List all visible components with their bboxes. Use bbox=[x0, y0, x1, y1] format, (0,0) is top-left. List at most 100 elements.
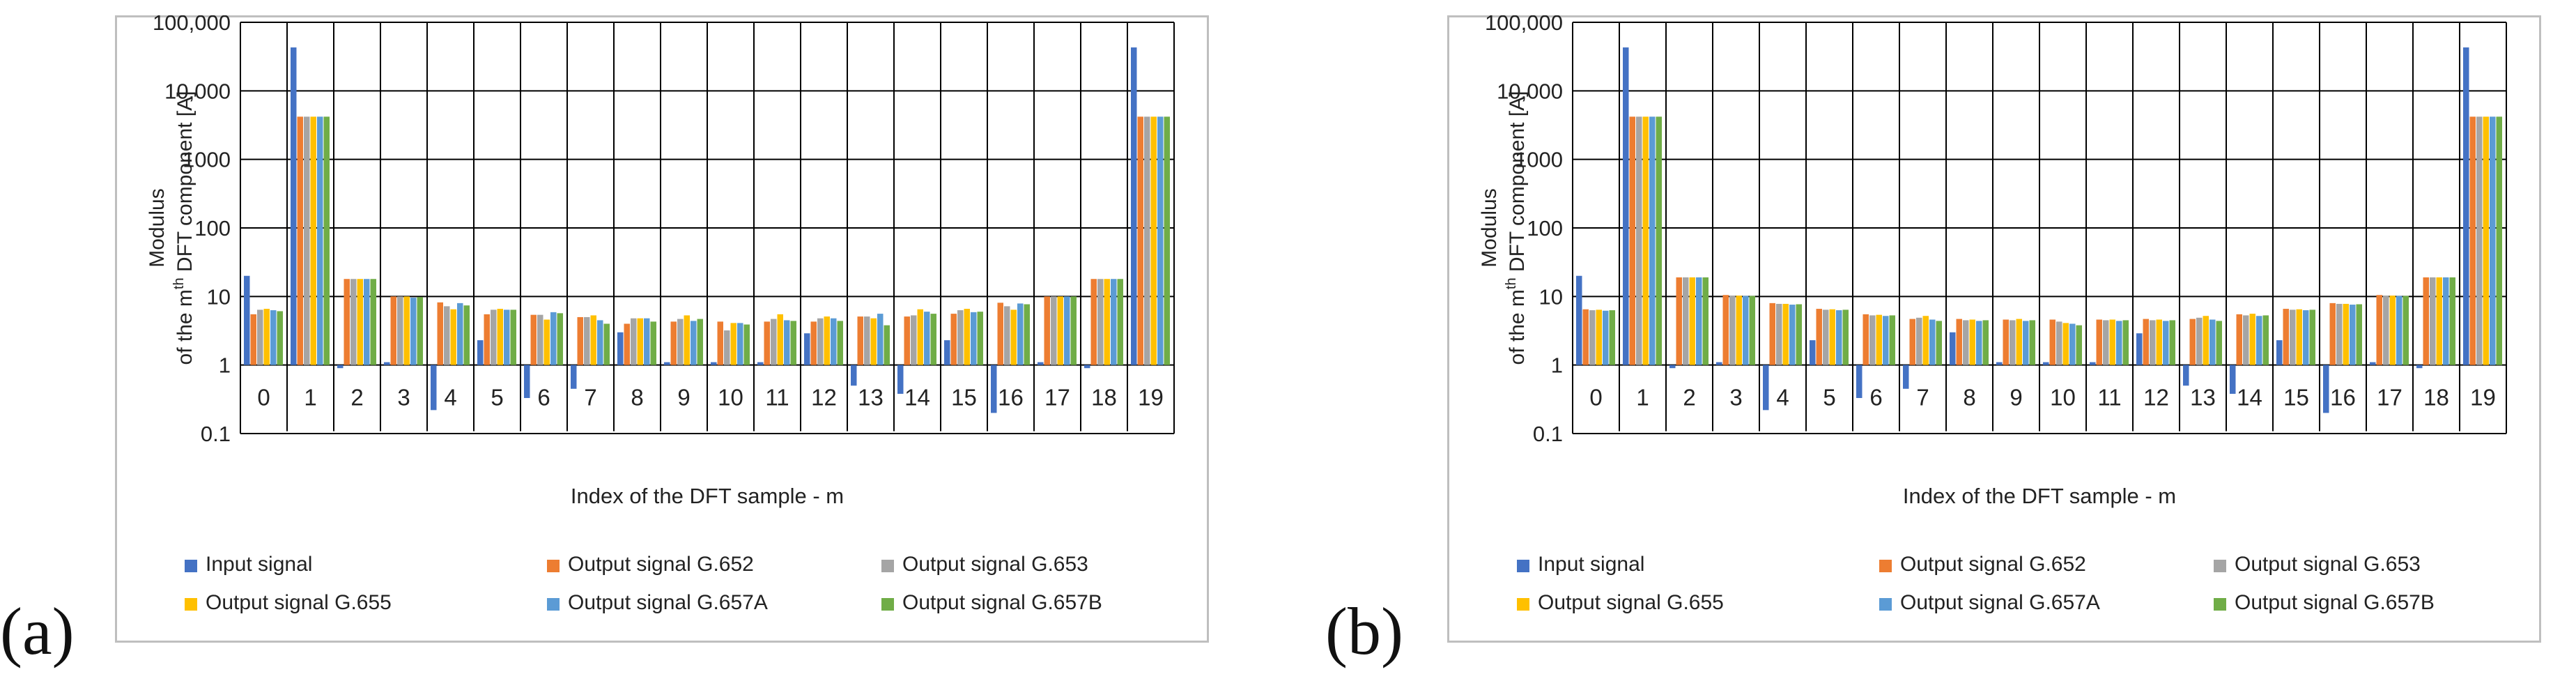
bar bbox=[530, 314, 537, 365]
bar bbox=[1736, 296, 1742, 365]
bar bbox=[2396, 296, 2403, 365]
y-tick-label: 1000 bbox=[183, 148, 231, 172]
x-axis-label: Index of the DFT sample - m bbox=[571, 484, 844, 508]
bar bbox=[2350, 305, 2356, 365]
bar bbox=[1024, 304, 1030, 365]
x-tick-label: 2 bbox=[1683, 385, 1695, 411]
bar bbox=[2096, 319, 2102, 365]
bar bbox=[644, 318, 650, 365]
bar bbox=[2370, 362, 2376, 365]
x-tick-label: 11 bbox=[765, 385, 789, 411]
bar bbox=[1117, 279, 1123, 365]
bar bbox=[997, 303, 1003, 365]
bar bbox=[2416, 365, 2423, 369]
legend-label: Output signal G.655 bbox=[1538, 591, 1724, 614]
bar bbox=[2029, 320, 2035, 365]
bar bbox=[1903, 365, 1909, 389]
x-tick-label: 3 bbox=[1729, 385, 1742, 411]
bar bbox=[2476, 116, 2483, 365]
legend-swatch bbox=[881, 560, 894, 572]
bar bbox=[2183, 365, 2189, 386]
x-tick-label: 16 bbox=[2330, 385, 2356, 411]
legend-label: Output signal G.657A bbox=[568, 591, 768, 614]
legend-label: Output signal G.657B bbox=[902, 591, 1102, 614]
bar bbox=[1097, 279, 1104, 365]
bar bbox=[357, 279, 363, 365]
x-tick-label: 5 bbox=[491, 385, 503, 411]
bar bbox=[364, 279, 370, 365]
y-tick-label: 1 bbox=[1551, 353, 1563, 378]
bar bbox=[2383, 296, 2389, 365]
bar bbox=[250, 314, 256, 365]
bar bbox=[1963, 320, 1969, 365]
x-tick-label: 7 bbox=[1916, 385, 1929, 411]
bar bbox=[897, 365, 904, 394]
bar bbox=[1869, 315, 1876, 365]
y-tick-label: 100,000 bbox=[153, 15, 231, 35]
bar bbox=[577, 316, 583, 365]
bar bbox=[837, 321, 843, 365]
bar bbox=[2469, 116, 2476, 365]
bar bbox=[743, 324, 750, 365]
bar bbox=[2156, 319, 2162, 365]
x-tick-label: 8 bbox=[1963, 385, 1975, 411]
bar bbox=[2243, 315, 2249, 365]
bar bbox=[1696, 277, 1702, 365]
bar bbox=[784, 320, 790, 365]
legend-label: Output signal G.655 bbox=[206, 591, 392, 614]
panel-label-b: (b) bbox=[1325, 594, 1403, 668]
bar bbox=[2436, 277, 2442, 365]
bar bbox=[370, 279, 376, 365]
bar bbox=[664, 362, 670, 365]
x-tick-label: 0 bbox=[257, 385, 270, 411]
bar bbox=[1603, 310, 1609, 365]
bar bbox=[824, 316, 830, 365]
bar bbox=[337, 365, 344, 369]
bar bbox=[2463, 47, 2469, 365]
y-tick-label: 1000 bbox=[1515, 148, 1563, 172]
y-axis-label-sup: th bbox=[1504, 277, 1519, 289]
bar bbox=[1916, 317, 1922, 365]
bar bbox=[1909, 319, 1915, 365]
y-tick-label: 10,000 bbox=[1497, 79, 1563, 103]
bar bbox=[1936, 321, 1942, 365]
bar bbox=[2443, 277, 2449, 365]
bar bbox=[1609, 310, 1615, 365]
bar bbox=[344, 279, 350, 365]
x-tick-label: 18 bbox=[1091, 385, 1117, 411]
y-axis-label-line2: of the mth DFT component [A] bbox=[171, 91, 196, 365]
x-tick-label: 19 bbox=[2470, 385, 2496, 411]
bar bbox=[724, 330, 730, 365]
bar bbox=[1836, 310, 1842, 365]
bar bbox=[2203, 316, 2209, 365]
bar bbox=[2249, 314, 2255, 365]
bar bbox=[484, 314, 490, 365]
bar bbox=[431, 365, 437, 411]
bar bbox=[323, 116, 330, 365]
bar bbox=[590, 315, 596, 365]
bar bbox=[617, 332, 624, 365]
bar bbox=[977, 312, 983, 365]
bar bbox=[1582, 309, 1589, 365]
bar bbox=[2309, 309, 2315, 365]
bar bbox=[244, 275, 250, 365]
y-axis-label-rest: DFT component [A] bbox=[173, 91, 196, 278]
bar bbox=[603, 323, 610, 365]
bar bbox=[2283, 309, 2289, 365]
x-tick-label: 3 bbox=[397, 385, 410, 411]
bar bbox=[1769, 303, 1775, 365]
bar bbox=[1636, 116, 1642, 365]
y-tick-label: 100 bbox=[194, 216, 231, 240]
bar bbox=[677, 319, 684, 365]
bar bbox=[2403, 296, 2409, 365]
x-tick-label: 4 bbox=[444, 385, 456, 411]
bar bbox=[1856, 365, 1862, 399]
bar bbox=[2196, 317, 2203, 365]
bar bbox=[1922, 316, 1929, 365]
x-tick-label: 16 bbox=[998, 385, 1024, 411]
bar bbox=[2043, 362, 2049, 365]
x-tick-label: 2 bbox=[350, 385, 363, 411]
bar bbox=[277, 311, 283, 365]
legend-swatch bbox=[881, 598, 894, 611]
